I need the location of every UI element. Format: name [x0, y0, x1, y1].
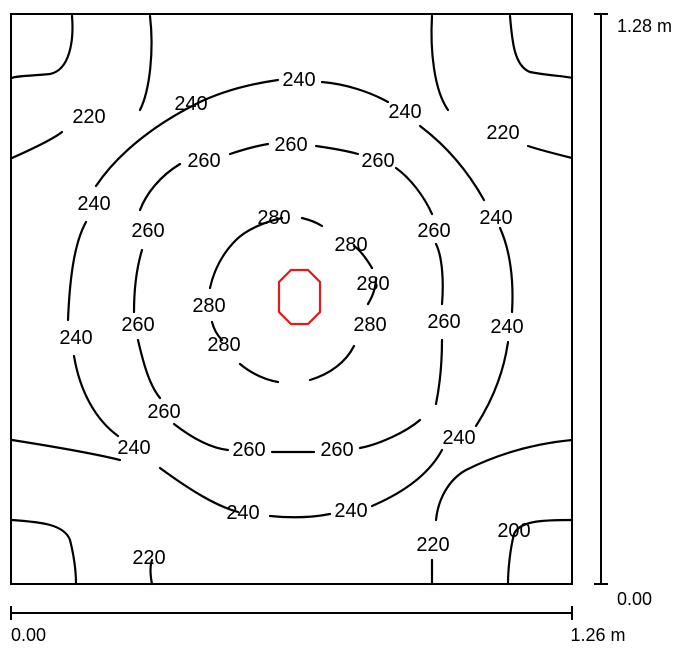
contour-220-top-right-outer — [430, 14, 450, 112]
contour-label: 240 — [117, 437, 150, 459]
contour-label: 260 — [121, 314, 154, 336]
contour-label: 240 — [490, 316, 523, 338]
contour-label: 240 — [282, 69, 315, 91]
contour-label: 240 — [479, 207, 512, 229]
contour-label: 220 — [416, 534, 449, 556]
contour-220-top-left — [10, 14, 74, 80]
contour-label: 220 — [132, 547, 165, 569]
contour-label: 260 — [274, 134, 307, 156]
contour-label: 240 — [174, 93, 207, 115]
max-illuminance-marker — [277, 268, 322, 326]
y-scale-top-label: 1.28 m — [617, 16, 672, 36]
contour-label: 280 — [257, 207, 290, 229]
contour-label: 240 — [226, 502, 259, 524]
contour-label: 220 — [486, 122, 519, 144]
contour-label: 240 — [59, 327, 92, 349]
contour-220-bottom-left — [10, 518, 78, 586]
y-scale-bottom-label: 0.00 — [617, 589, 652, 609]
contour-label: 260 — [417, 220, 450, 242]
contour-220-bottom-left-bottom — [149, 558, 154, 586]
contour-220-bottom-left-outer — [10, 438, 122, 462]
contour-label: 240 — [334, 500, 367, 522]
x-scale-start-label: 0.00 — [11, 625, 46, 645]
contour-label: 260 — [131, 220, 164, 242]
contour-260 — [132, 142, 444, 454]
contour-label: 240 — [77, 193, 110, 215]
contour-label: 240 — [388, 101, 421, 123]
contour-label: 200 — [497, 520, 530, 542]
contour-label: 280 — [207, 334, 240, 356]
contour-label: 280 — [334, 234, 367, 256]
contour-220-top-left-outer — [138, 14, 153, 112]
contour-label: 220 — [72, 106, 105, 128]
contour-220-bottom-right-outer — [434, 438, 574, 522]
x-scale-end-label: 1.26 m — [570, 625, 625, 645]
contour-label: 260 — [187, 150, 220, 172]
contour-label: 240 — [442, 427, 475, 449]
contour-label: 280 — [353, 314, 386, 336]
contour-280 — [208, 216, 378, 384]
contour-label: 280 — [192, 295, 225, 317]
contour-label: 280 — [356, 273, 389, 295]
contour-240 — [66, 78, 514, 519]
contour-label: 260 — [320, 439, 353, 461]
contour-220-top-right — [508, 14, 574, 80]
contour-label: 260 — [427, 311, 460, 333]
contour-label: 260 — [232, 439, 265, 461]
room-outline — [10, 13, 573, 585]
contour-label: 260 — [361, 150, 394, 172]
contour-220-top-left-side — [10, 130, 64, 160]
contour-220-top-right-side — [526, 144, 574, 160]
contour-220-bottom-right — [506, 518, 574, 586]
contour-label: 260 — [147, 401, 180, 423]
